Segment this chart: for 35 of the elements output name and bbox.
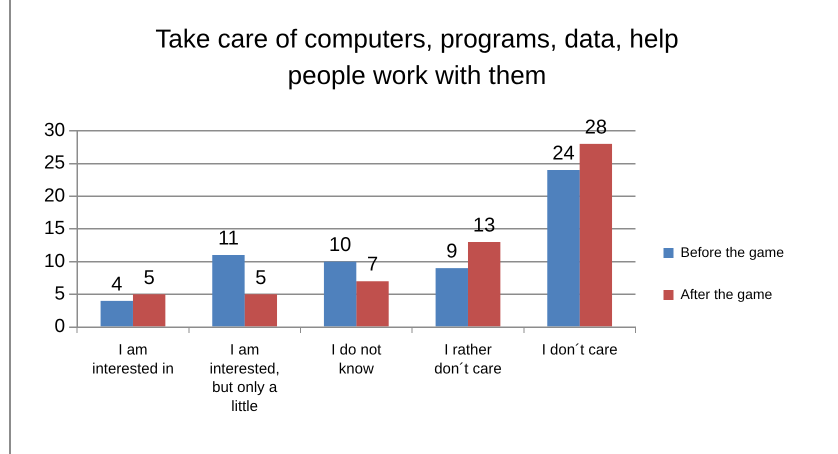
x-tick-label: I don´t care — [542, 342, 618, 359]
x-tick-label: I am interested, but only a little — [210, 342, 280, 415]
y-tick-label: 0 — [54, 316, 66, 338]
x-tick-label: I am interested in — [92, 342, 174, 378]
bar — [132, 294, 166, 326]
data-label: 13 — [473, 214, 496, 236]
x-tick-label: I do not know — [331, 342, 382, 378]
data-label: 10 — [328, 234, 352, 256]
bar — [356, 281, 389, 326]
bar — [436, 268, 468, 326]
legend-label: After the game — [680, 286, 773, 302]
y-tick-label: 25 — [44, 152, 66, 174]
y-tick-label: 20 — [44, 185, 66, 206]
y-tick-label: 10 — [44, 250, 66, 272]
data-label: 5 — [255, 266, 266, 289]
data-label: 28 — [584, 116, 607, 138]
bar — [324, 262, 356, 326]
y-tick-label: 15 — [44, 218, 66, 240]
data-label: 7 — [366, 254, 378, 276]
bar — [468, 242, 500, 326]
data-label: 24 — [552, 142, 575, 165]
data-label: 9 — [446, 240, 458, 263]
y-tick-label: 30 — [44, 120, 66, 142]
data-label: 5 — [144, 266, 155, 289]
bar — [547, 170, 580, 326]
y-tick-label: 5 — [54, 284, 66, 305]
bar — [212, 255, 245, 326]
x-tick-label: I rather don´t care — [434, 342, 502, 378]
bar — [580, 144, 612, 326]
legend-label: Before the game — [680, 244, 784, 260]
data-label: 11 — [218, 228, 239, 250]
bar — [244, 294, 278, 326]
bar — [100, 300, 133, 326]
data-label: 4 — [111, 273, 122, 296]
chart-title: Take care of computers, programs, data, help people work with them — [155, 23, 679, 90]
